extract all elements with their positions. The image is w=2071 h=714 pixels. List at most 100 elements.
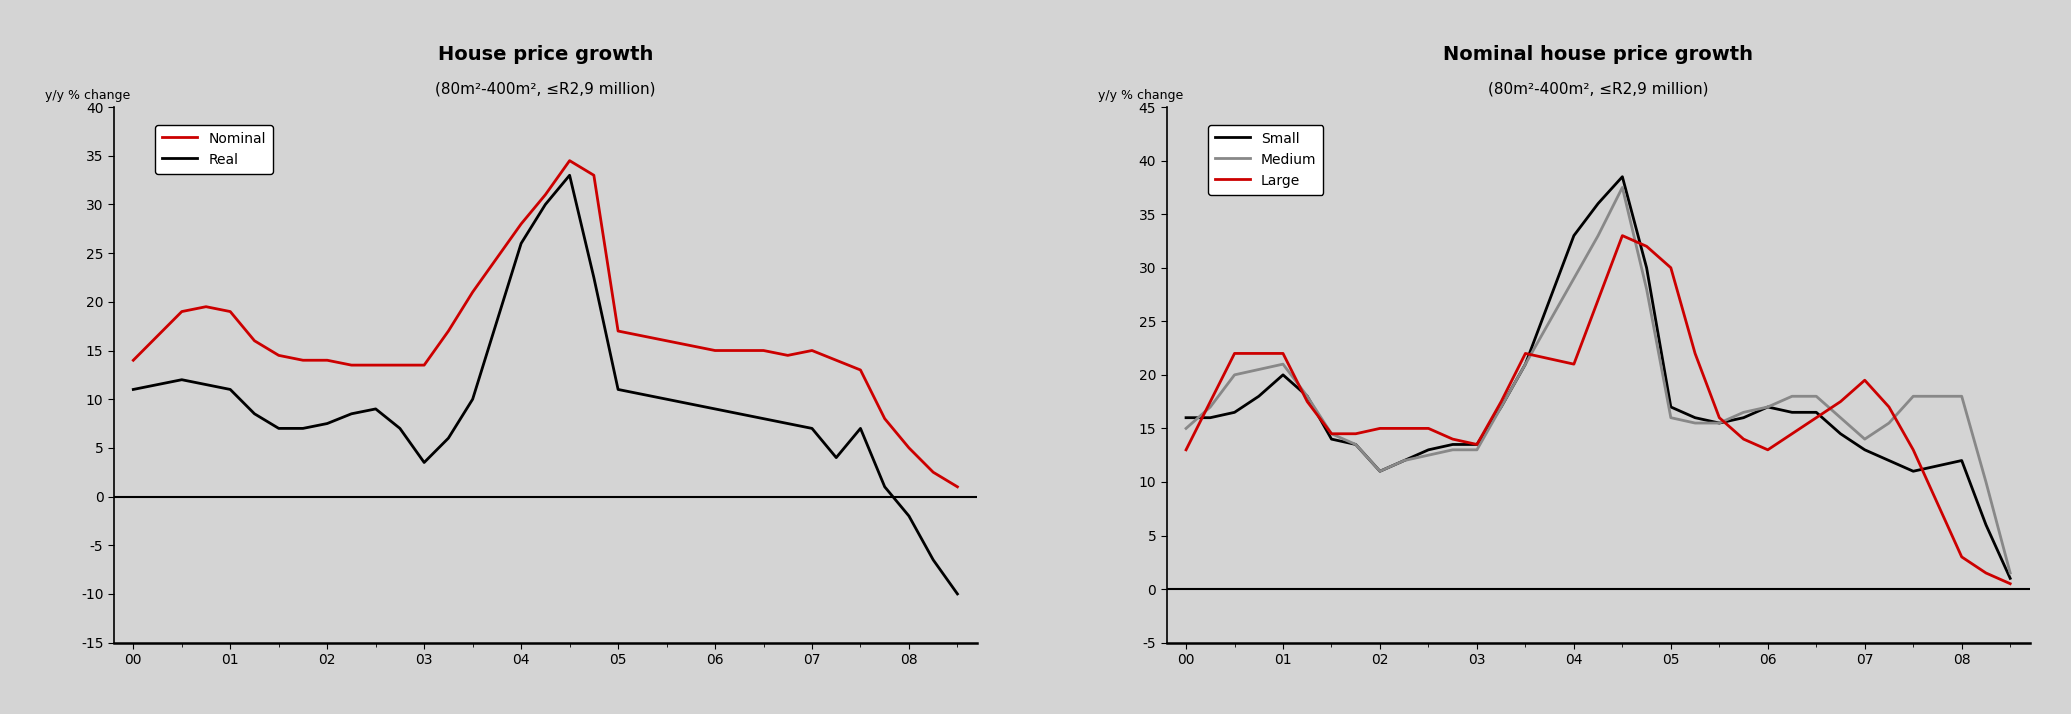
Medium	[1392, 456, 1417, 465]
Line: Small: Small	[1187, 176, 2011, 578]
Medium	[1876, 418, 1901, 427]
Large	[1514, 349, 1539, 358]
Small	[1464, 440, 1489, 449]
Small	[1197, 413, 1222, 422]
Nominal	[557, 156, 582, 165]
Large	[1804, 413, 1829, 422]
Large	[1222, 349, 1247, 358]
Large	[1464, 440, 1489, 449]
Medium	[1901, 392, 1926, 401]
Large	[1779, 429, 1804, 438]
Medium	[1272, 360, 1296, 368]
Medium	[1562, 274, 1586, 283]
Large	[1439, 435, 1464, 443]
Medium	[1294, 392, 1319, 401]
Nominal	[654, 336, 679, 345]
Real	[145, 381, 170, 389]
Nominal	[532, 191, 557, 199]
Text: y/y % change: y/y % change	[46, 89, 130, 101]
Medium	[1999, 568, 2023, 577]
Legend: Small, Medium, Large: Small, Medium, Large	[1207, 125, 1323, 194]
Real	[460, 395, 485, 403]
Nominal	[847, 366, 872, 374]
Medium	[1659, 413, 1684, 422]
Nominal	[824, 356, 849, 365]
Real	[605, 385, 630, 393]
Real	[387, 424, 412, 433]
Medium	[1344, 440, 1369, 449]
Large	[1949, 553, 1974, 561]
Large	[1586, 296, 1611, 304]
Small	[1367, 467, 1392, 476]
Medium	[1974, 478, 1999, 486]
Small	[1707, 418, 1731, 427]
Small	[1609, 172, 1634, 181]
Real	[412, 458, 437, 467]
Small	[1779, 408, 1804, 417]
Small	[1537, 296, 1562, 304]
Nominal	[752, 346, 777, 355]
Real	[799, 424, 824, 433]
Large	[1272, 349, 1296, 358]
Small	[1344, 440, 1369, 449]
Large	[1562, 360, 1586, 368]
Large	[1609, 231, 1634, 240]
Real	[485, 317, 509, 326]
Real	[557, 171, 582, 179]
Nominal	[242, 336, 267, 345]
Nominal	[922, 468, 946, 476]
Line: Large: Large	[1187, 236, 2011, 584]
Large	[1707, 413, 1731, 422]
Small	[1417, 446, 1441, 454]
Small	[1999, 574, 2023, 583]
Small	[1756, 403, 1781, 411]
Text: House price growth: House price growth	[437, 45, 652, 64]
Small	[1586, 199, 1611, 208]
Real	[752, 414, 777, 423]
Nominal	[897, 443, 922, 452]
Medium	[1779, 392, 1804, 401]
Real	[193, 381, 217, 389]
Small	[1926, 461, 1951, 470]
Real	[847, 424, 872, 433]
Nominal	[290, 356, 315, 365]
Large	[1319, 429, 1344, 438]
Nominal	[217, 307, 242, 316]
Real	[267, 424, 292, 433]
Medium	[1634, 285, 1659, 293]
Medium	[1926, 392, 1951, 401]
Nominal	[702, 346, 727, 355]
Text: Nominal house price growth: Nominal house price growth	[1443, 45, 1754, 64]
Nominal	[872, 414, 897, 423]
Large	[1537, 354, 1562, 363]
Nominal	[509, 220, 534, 228]
Small	[1514, 360, 1539, 368]
Real	[362, 405, 387, 413]
Medium	[1367, 467, 1392, 476]
Medium	[1609, 183, 1634, 191]
Nominal	[315, 356, 340, 365]
Real	[922, 555, 946, 564]
Real	[532, 200, 557, 208]
Nominal	[340, 361, 364, 369]
Large	[1294, 397, 1319, 406]
Real	[509, 239, 534, 248]
Nominal	[387, 361, 412, 369]
Small	[1319, 435, 1344, 443]
Real	[120, 385, 145, 393]
Nominal	[267, 351, 292, 360]
Nominal	[145, 331, 170, 340]
Large	[1999, 580, 2023, 588]
Large	[1634, 242, 1659, 251]
Nominal	[605, 327, 630, 336]
Nominal	[362, 361, 387, 369]
Small	[1876, 456, 1901, 465]
Small	[1731, 413, 1756, 422]
Small	[1222, 408, 1247, 417]
Medium	[1247, 366, 1272, 374]
Real	[679, 400, 704, 408]
Large	[1344, 429, 1369, 438]
Small	[1272, 371, 1296, 379]
Large	[1926, 499, 1951, 508]
Small	[1974, 521, 1999, 529]
